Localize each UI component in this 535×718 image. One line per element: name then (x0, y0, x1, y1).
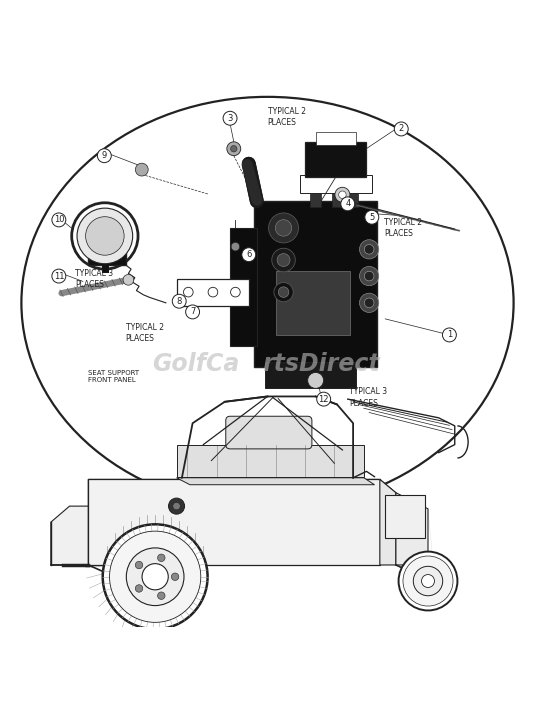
Circle shape (422, 574, 434, 587)
Circle shape (173, 503, 180, 510)
Circle shape (135, 584, 143, 592)
Polygon shape (396, 493, 428, 565)
Circle shape (126, 548, 184, 605)
Circle shape (360, 293, 379, 312)
Circle shape (272, 248, 295, 272)
Circle shape (274, 282, 293, 302)
FancyBboxPatch shape (385, 495, 425, 538)
Circle shape (86, 217, 124, 255)
Text: TYPICAL 2
PLACES: TYPICAL 2 PLACES (126, 323, 164, 343)
Text: 4: 4 (345, 200, 350, 208)
Circle shape (339, 191, 346, 198)
FancyBboxPatch shape (310, 193, 321, 207)
Circle shape (364, 271, 374, 281)
FancyBboxPatch shape (305, 142, 366, 177)
Circle shape (135, 561, 143, 569)
Circle shape (158, 592, 165, 600)
Text: 3: 3 (227, 113, 233, 123)
Text: TYPICAL 2
PLACES: TYPICAL 2 PLACES (268, 107, 305, 127)
Circle shape (227, 141, 241, 156)
Circle shape (317, 392, 331, 406)
FancyBboxPatch shape (332, 193, 342, 207)
Circle shape (169, 498, 185, 514)
Circle shape (442, 328, 456, 342)
FancyBboxPatch shape (276, 271, 350, 335)
Text: TYPICAL 3
PLACES: TYPICAL 3 PLACES (349, 388, 387, 408)
Circle shape (403, 556, 453, 606)
Circle shape (364, 298, 374, 307)
Text: 9: 9 (102, 151, 107, 160)
Polygon shape (88, 480, 380, 565)
Polygon shape (177, 444, 364, 477)
FancyBboxPatch shape (348, 193, 358, 207)
Text: 5: 5 (369, 213, 374, 222)
Circle shape (110, 531, 201, 623)
FancyBboxPatch shape (226, 416, 312, 449)
Text: 7: 7 (190, 307, 195, 317)
Circle shape (158, 554, 165, 561)
Text: TYPICAL 3
PLACES: TYPICAL 3 PLACES (75, 269, 113, 289)
Circle shape (269, 213, 299, 243)
Polygon shape (380, 480, 396, 565)
Circle shape (360, 266, 379, 286)
Polygon shape (177, 477, 374, 485)
Text: 10: 10 (54, 215, 64, 225)
Circle shape (103, 524, 208, 629)
Circle shape (231, 287, 240, 297)
Text: 12: 12 (318, 395, 329, 404)
Circle shape (308, 373, 324, 388)
Circle shape (52, 269, 66, 283)
Circle shape (171, 573, 179, 580)
Circle shape (72, 202, 138, 269)
Text: 2: 2 (399, 124, 404, 134)
Circle shape (223, 111, 237, 125)
Circle shape (335, 187, 350, 202)
FancyBboxPatch shape (88, 236, 126, 266)
Text: SEAT SUPPORT
FRONT PANEL: SEAT SUPPORT FRONT PANEL (88, 370, 140, 383)
Circle shape (278, 286, 289, 297)
Circle shape (52, 213, 66, 227)
FancyBboxPatch shape (230, 228, 257, 345)
Polygon shape (51, 506, 88, 565)
Circle shape (135, 163, 148, 176)
FancyBboxPatch shape (316, 131, 356, 145)
FancyBboxPatch shape (265, 362, 356, 388)
Circle shape (186, 305, 200, 319)
FancyBboxPatch shape (177, 279, 249, 305)
Circle shape (231, 243, 240, 251)
FancyBboxPatch shape (254, 201, 377, 367)
Text: rtsDirect: rtsDirect (262, 353, 380, 376)
Text: 6: 6 (246, 250, 251, 259)
Text: TYPICAL 2
PLACES: TYPICAL 2 PLACES (384, 218, 422, 238)
Circle shape (172, 294, 186, 308)
Circle shape (365, 210, 379, 224)
Text: 8: 8 (177, 297, 182, 306)
Circle shape (242, 248, 256, 261)
Circle shape (142, 564, 168, 590)
Polygon shape (88, 480, 396, 506)
Circle shape (184, 287, 193, 297)
Text: 1: 1 (447, 330, 452, 340)
Circle shape (360, 240, 379, 259)
Circle shape (394, 122, 408, 136)
Circle shape (414, 567, 443, 596)
Circle shape (341, 197, 355, 211)
Circle shape (77, 208, 133, 264)
Circle shape (399, 551, 457, 610)
Circle shape (123, 274, 134, 285)
Circle shape (97, 149, 111, 163)
Circle shape (276, 220, 292, 236)
Circle shape (208, 287, 218, 297)
Text: GolfCa: GolfCa (152, 353, 240, 376)
Circle shape (231, 146, 237, 152)
Circle shape (277, 253, 290, 266)
Text: 11: 11 (54, 271, 64, 281)
Circle shape (364, 245, 374, 254)
FancyBboxPatch shape (300, 175, 372, 193)
